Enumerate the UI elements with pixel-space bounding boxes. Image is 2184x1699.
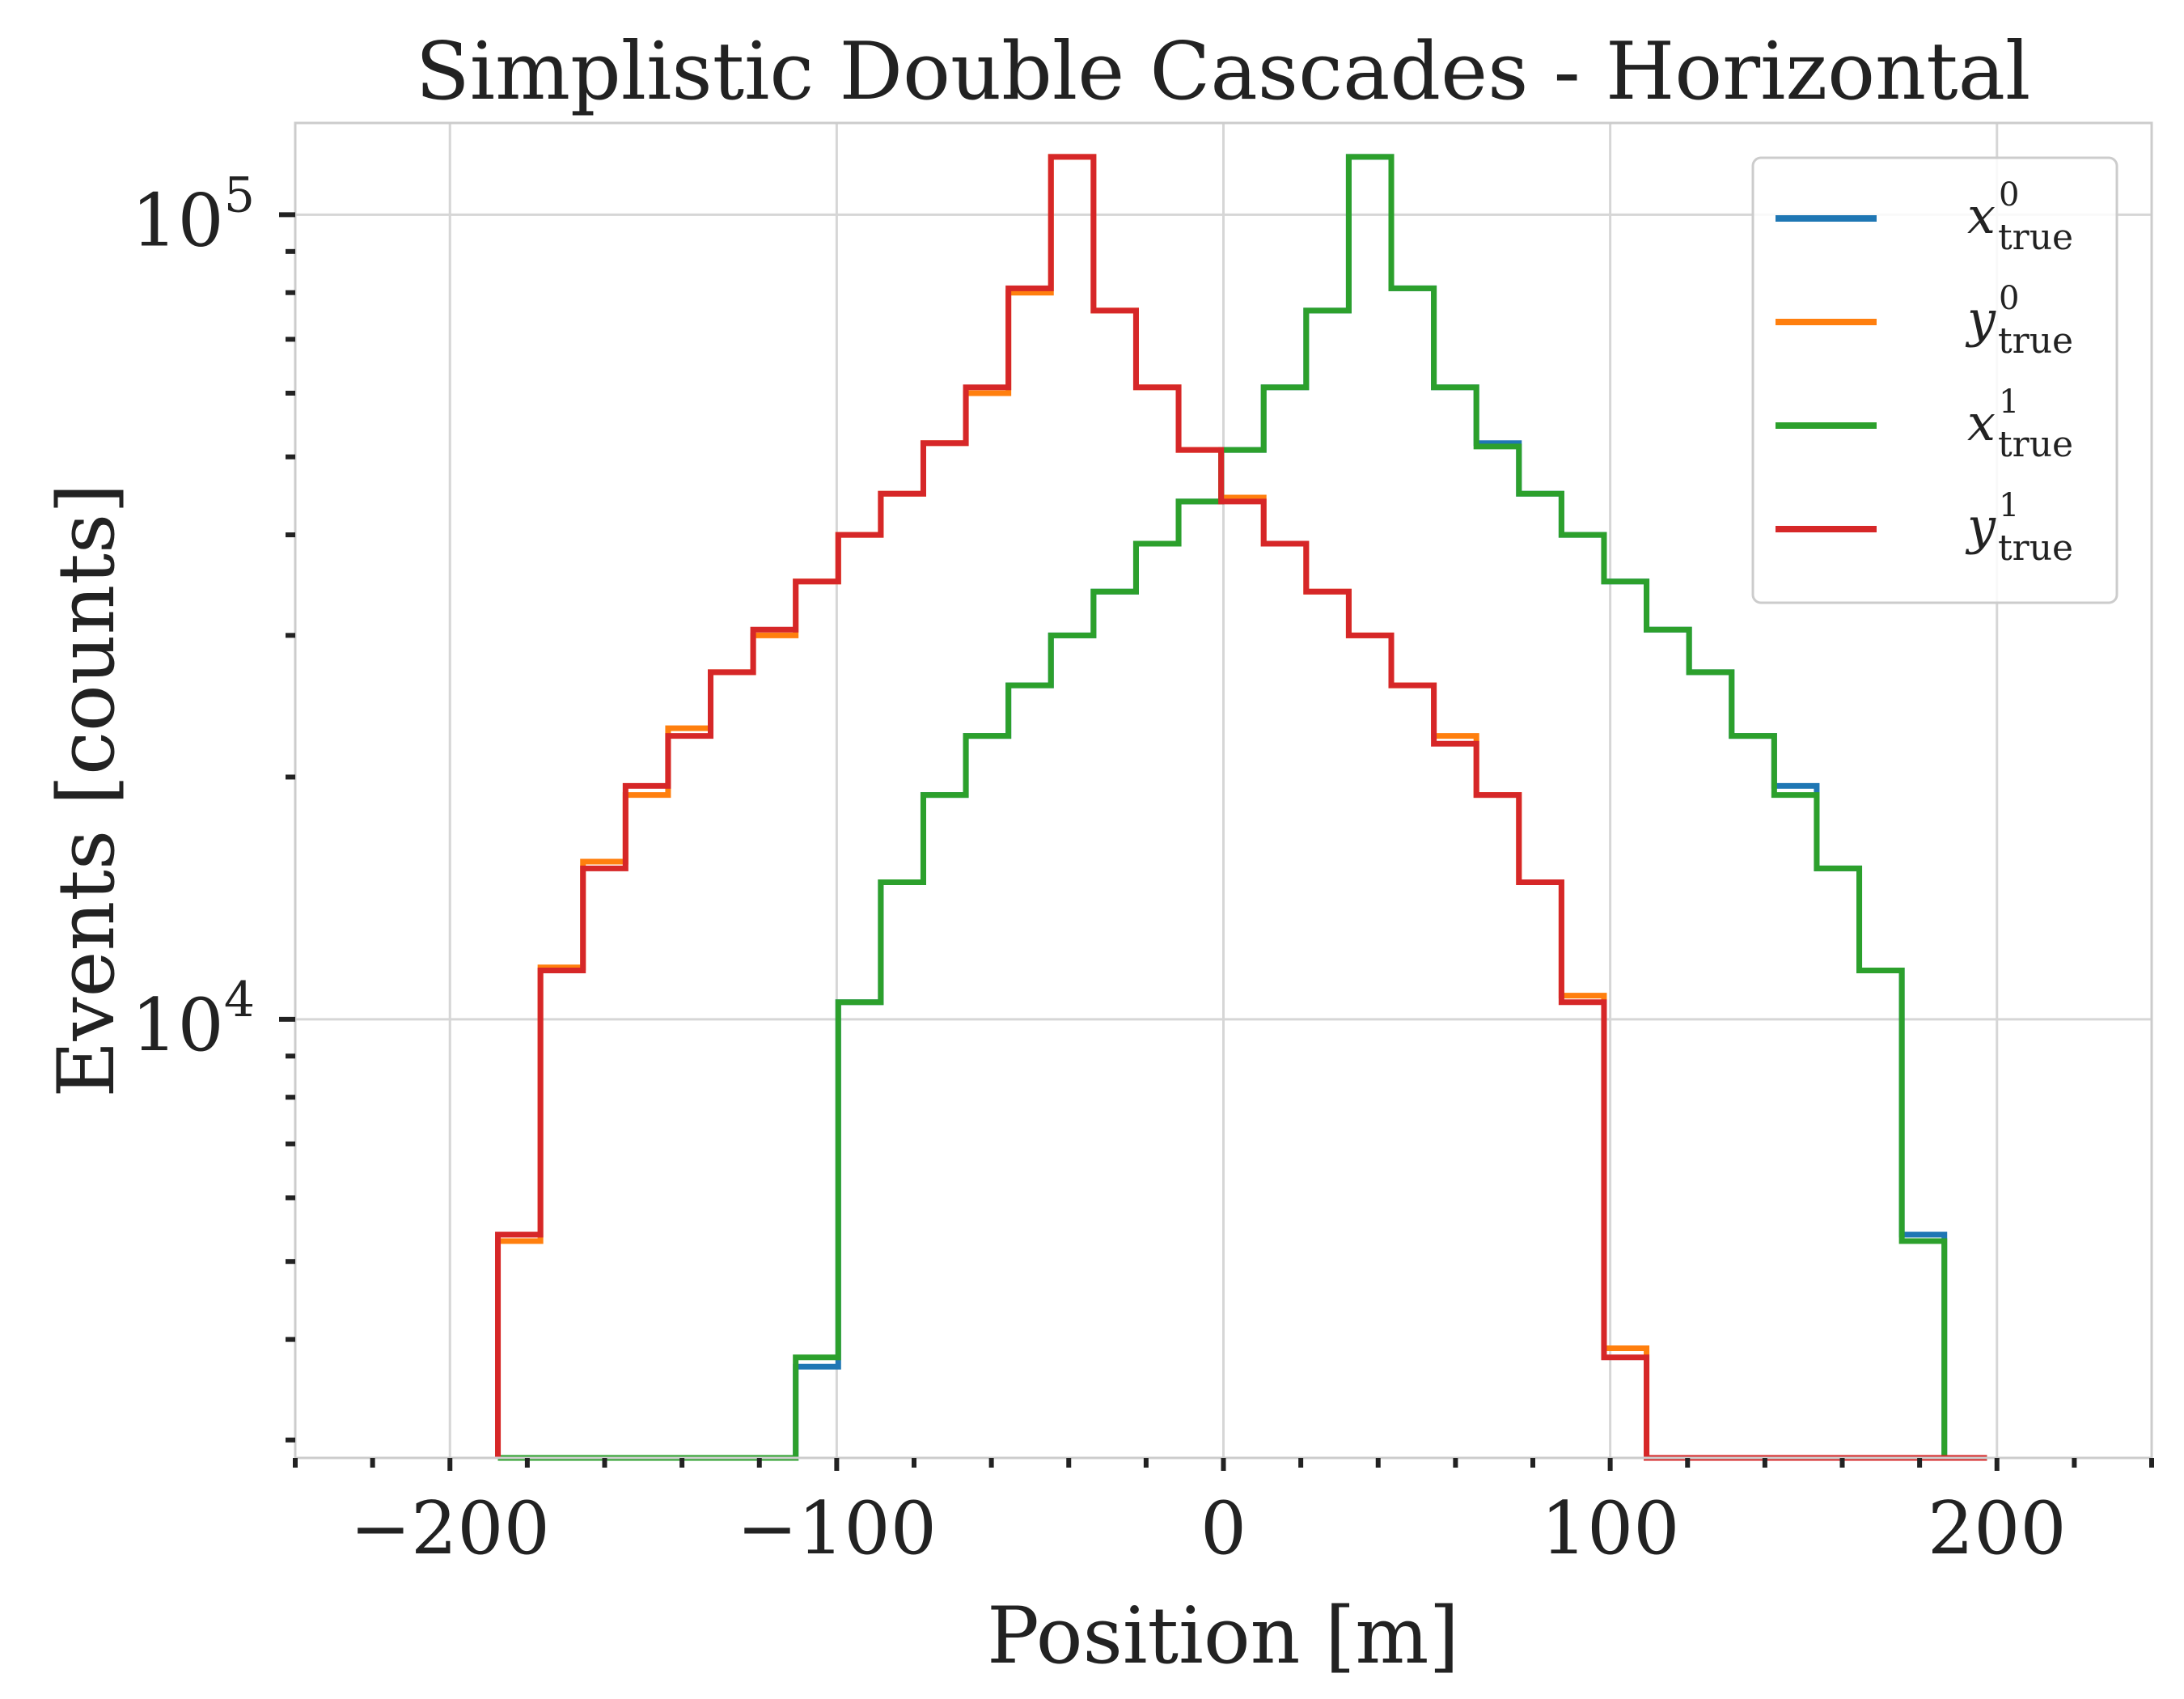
x-tick-label: −200 (350, 1486, 550, 1571)
legend-label: x 1 true (1967, 383, 2073, 465)
x-tick-label: 0 (1200, 1486, 1246, 1571)
legend-box (1751, 156, 2118, 604)
y-tick-label: 105 (131, 167, 255, 263)
legend: x 0 true y 0 true x 1 true y 1 true (1751, 156, 2118, 604)
x-tick-label: 100 (1541, 1486, 1680, 1571)
y-axis-ticks: 104 105 (131, 167, 295, 1443)
x-tick-label: 200 (1928, 1486, 2067, 1571)
y-axis-label: Events [counts] (41, 483, 132, 1097)
legend-label: y 1 true (1965, 487, 2073, 569)
legend-label: y 0 true (1965, 280, 2073, 362)
series-y1-step-line (495, 154, 1987, 1461)
x-axis-ticks: −200 −100 0 100 200 (293, 1458, 2154, 1571)
series-layer (495, 154, 1987, 1461)
legend-label: x 0 true (1967, 176, 2073, 258)
chart-title: Simplistic Double Cascades - Horizontal (416, 26, 2031, 118)
x-tick-label: −100 (737, 1486, 937, 1571)
series-x1-step-line (497, 154, 1987, 1461)
y-tick-label: 104 (131, 972, 255, 1068)
x-axis-label: Position [m] (987, 1591, 1459, 1681)
